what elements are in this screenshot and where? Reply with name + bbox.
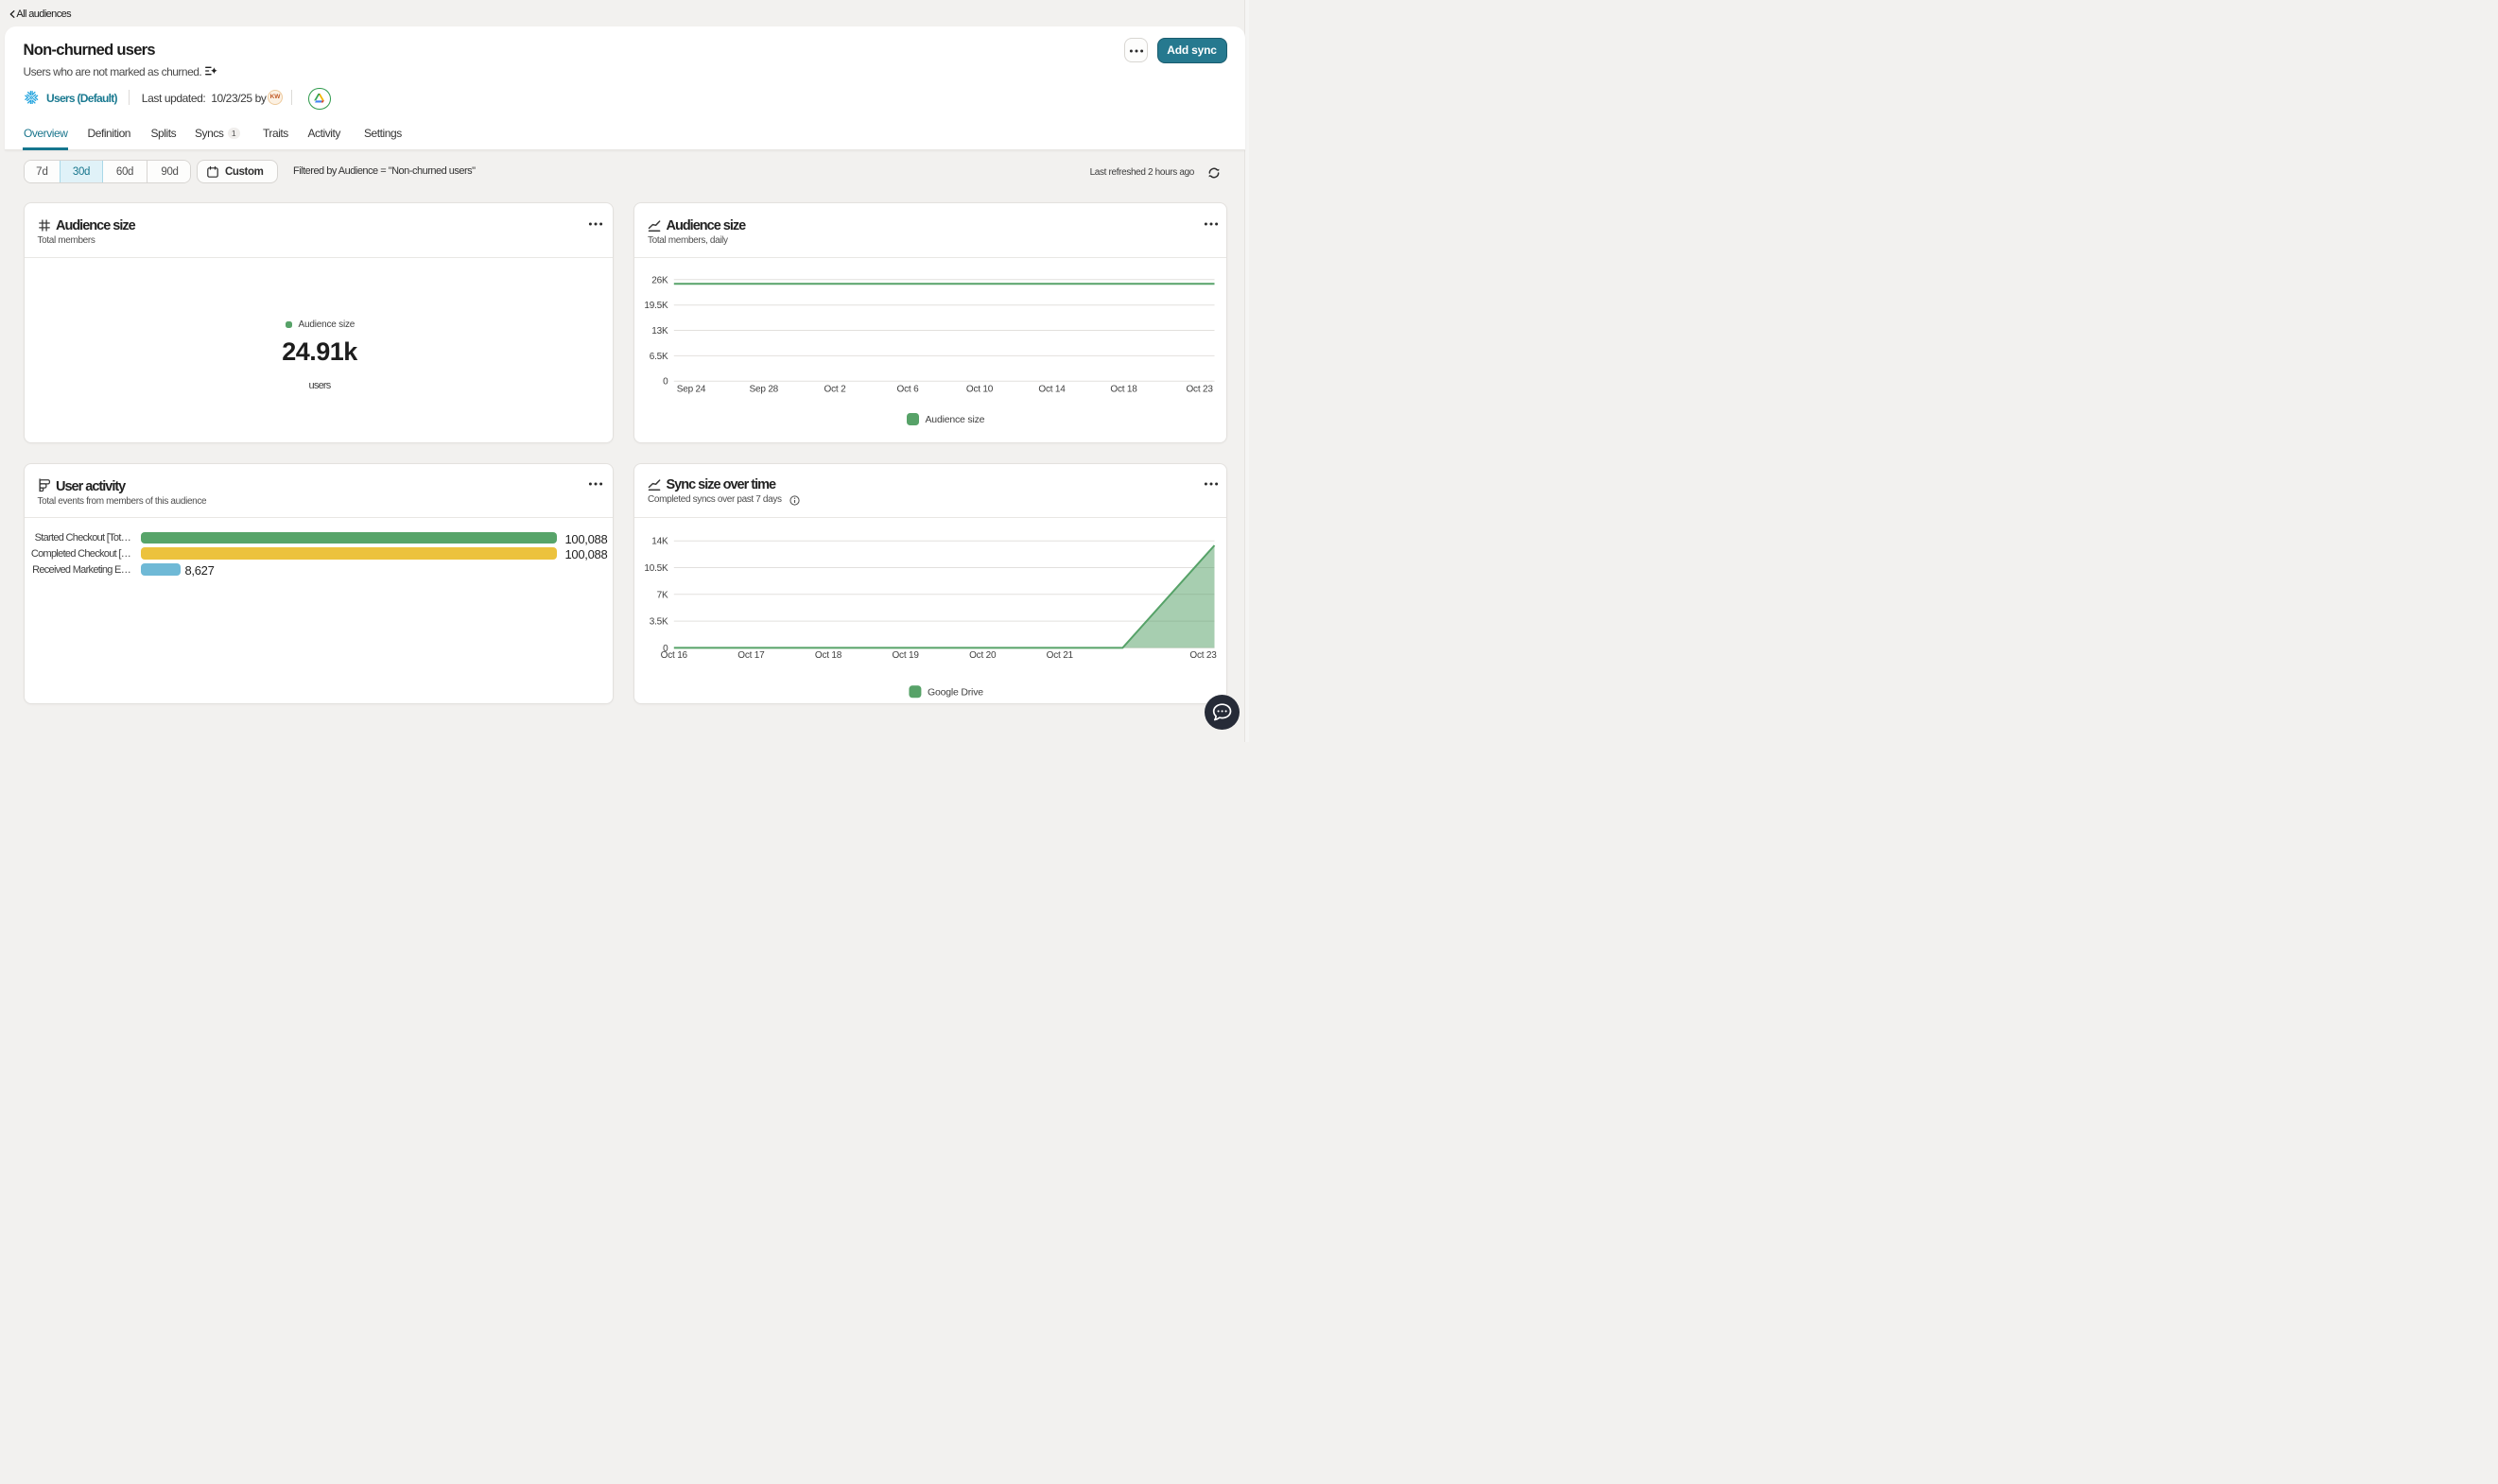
- svg-text:14K: 14K: [651, 537, 668, 547]
- svg-text:Oct 18: Oct 18: [1110, 385, 1137, 395]
- svg-text:19.5K: 19.5K: [644, 301, 668, 311]
- svg-text:10.5K: 10.5K: [644, 563, 668, 574]
- svg-text:Sep 28: Sep 28: [750, 385, 779, 395]
- svg-text:6.5K: 6.5K: [650, 352, 668, 362]
- svg-text:Oct 23: Oct 23: [1186, 385, 1213, 395]
- svg-text:Oct 2: Oct 2: [824, 385, 847, 395]
- svg-text:Oct 10: Oct 10: [966, 385, 994, 395]
- svg-text:Oct 18: Oct 18: [815, 650, 842, 661]
- svg-text:Audience size: Audience size: [926, 414, 985, 425]
- svg-text:Sep 24: Sep 24: [677, 385, 706, 395]
- svg-text:13K: 13K: [651, 326, 668, 336]
- svg-text:7K: 7K: [657, 590, 668, 600]
- svg-text:Oct 6: Oct 6: [897, 385, 920, 395]
- svg-text:Oct 23: Oct 23: [1189, 650, 1217, 661]
- svg-text:Oct 20: Oct 20: [969, 650, 997, 661]
- svg-text:Oct 16: Oct 16: [661, 650, 688, 661]
- svg-text:Oct 14: Oct 14: [1038, 385, 1066, 395]
- svg-text:Oct 17: Oct 17: [737, 650, 765, 661]
- svg-text:3.5K: 3.5K: [650, 617, 668, 628]
- svg-text:Oct 19: Oct 19: [892, 650, 919, 661]
- svg-text:0: 0: [663, 377, 668, 388]
- svg-text:Oct 21: Oct 21: [1047, 650, 1074, 661]
- svg-text:0: 0: [663, 644, 668, 654]
- svg-text:Google Drive: Google Drive: [928, 686, 983, 698]
- svg-text:26K: 26K: [651, 276, 668, 286]
